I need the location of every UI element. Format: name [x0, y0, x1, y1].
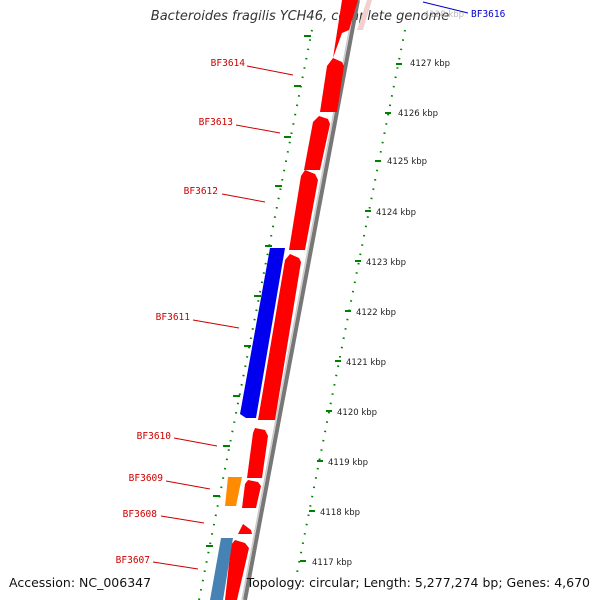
forward-genes: [225, 0, 358, 600]
scale-label: 4123 kbp: [366, 258, 406, 268]
gene-arrow: [304, 116, 330, 170]
scale-label: 4117 kbp: [312, 558, 352, 568]
gene-label: BF3614: [211, 58, 246, 69]
label-leaders: [152, 65, 294, 570]
gene-arrow: [258, 254, 301, 420]
scale-label: 4125 kbp: [387, 157, 427, 167]
gene-arrow: [247, 428, 268, 478]
scale-label: 4124 kbp: [376, 208, 416, 218]
gene-label: BF3613: [199, 117, 233, 128]
scale-label: 4121 kbp: [346, 358, 386, 368]
gene-arrow: [333, 0, 358, 58]
gene-label: BF3609: [129, 473, 164, 484]
gene-labels: BF3616 BF3614 BF3613 BF3612 BF3611 BF361…: [116, 9, 506, 566]
gene-arrow: [242, 480, 261, 508]
scale-labels: 4128 kbp 4127 kbp 4126 kbp 4125 kbp 4124…: [312, 10, 464, 568]
accession-text: Accession: NC_006347: [9, 575, 152, 590]
tick-track-outer: [295, 29, 406, 579]
faded-gene: [357, 0, 372, 30]
tick-marks: [206, 35, 402, 562]
gene-steelblue: [210, 538, 233, 600]
gene-arrow-reverse: [240, 248, 285, 418]
map-title: Bacteroides fragilis YCH46, complete gen…: [150, 9, 450, 24]
gene-arrow: [225, 540, 249, 600]
genome-summary-text: Topology: circular; Length: 5,277,274 bp…: [246, 575, 590, 590]
scale-label: 4119 kbp: [328, 458, 368, 468]
gene-label: BF3608: [123, 509, 158, 520]
gene-label: BF3612: [184, 186, 218, 197]
scale-label: 4120 kbp: [337, 408, 377, 418]
gene-label: BF3610: [137, 431, 172, 442]
label-leader-blue: [422, 1, 469, 14]
genome-backbone: [243, 0, 360, 600]
scale-label: 4118 kbp: [320, 508, 360, 518]
gene-arrow: [320, 58, 344, 112]
gene-label: BF3607: [116, 555, 150, 566]
gene-label: BF3611: [156, 312, 191, 323]
gene-label: BF3616: [471, 9, 506, 20]
scale-label: 4122 kbp: [356, 308, 396, 318]
scale-label: 4127 kbp: [410, 59, 450, 69]
scale-label: 4128 kbp: [424, 10, 464, 20]
gene-orange: [225, 477, 242, 506]
scale-label: 4126 kbp: [398, 109, 438, 119]
gene-arrow: [238, 524, 252, 534]
gene-arrow: [289, 170, 318, 250]
